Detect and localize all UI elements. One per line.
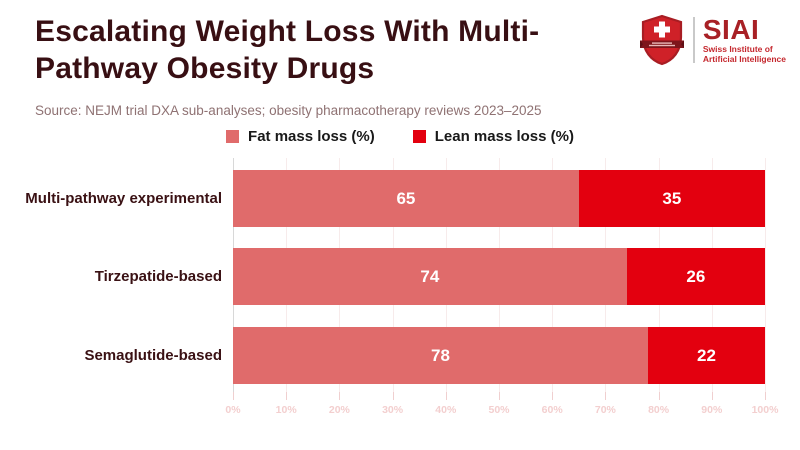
x-axis-tick (605, 392, 607, 400)
lean-mass-segment: 35 (578, 170, 765, 227)
swiss-shield-icon (639, 14, 684, 66)
category-label: Tirzepatide-based (94, 268, 222, 285)
chart-legend: Fat mass loss (%) Lean mass loss (%) (0, 128, 800, 145)
x-axis-tick (711, 392, 713, 400)
x-axis-tick (765, 392, 766, 400)
x-axis-tick-label: 70% (594, 404, 616, 416)
logo-subtitle-line2: Artificial Intelligence (702, 54, 786, 64)
x-axis-tick (339, 392, 341, 400)
x-axis-tick (499, 392, 500, 400)
x-axis-tick-label: 0% (225, 404, 241, 416)
legend-label: Lean mass loss (%) (434, 128, 574, 145)
x-axis-tick (392, 392, 394, 400)
x-axis-tick-label: 80% (648, 404, 670, 416)
fat-mass-segment: 65 (233, 170, 579, 227)
lean-mass-segment: 22 (647, 327, 765, 384)
logo-subtitle-line1: Swiss Institute of (702, 43, 773, 54)
x-gridline (765, 158, 766, 396)
x-axis-tick-label: 40% (435, 404, 457, 416)
x-axis-tick-label: 50% (488, 404, 510, 416)
category-label: Semaglutide-based (84, 347, 222, 364)
stacked-bar-chart: 0% 10% 20% 30% 40% 50% 60% 70% 80% 90% 100% Multi-p… (0, 158, 800, 443)
page-title-line2: Pathway Obesity Drugs (35, 51, 375, 85)
bar-value-label: 78 (431, 345, 450, 365)
bar-value-label: 74 (420, 266, 440, 286)
source-note: Source: NEJM trial DXA sub-analyses; obe… (35, 103, 542, 118)
bar-value-label: 35 (662, 188, 682, 208)
x-axis-tick-label: 10% (275, 404, 297, 416)
x-axis-tick (658, 392, 660, 400)
legend-swatch (412, 130, 426, 143)
bar-row: 65 35 (233, 170, 765, 227)
fat-mass-segment: 78 (233, 327, 648, 384)
x-axis-tick-label: 30% (382, 404, 404, 416)
bar-value-label: 65 (396, 188, 416, 208)
x-axis-tick-label: 100% (751, 404, 779, 416)
logo-text: SIAI Swiss Institute of Artificial Intel… (702, 13, 786, 64)
page-title: Escalating Weight Loss With Multi- Pathwa… (35, 14, 660, 87)
x-axis-tick-label: 60% (541, 404, 563, 416)
bar-value-label: 26 (686, 266, 706, 286)
logo-divider (692, 17, 695, 63)
bar-row: 78 22 (233, 327, 765, 384)
legend-label: Fat mass loss (%) (248, 128, 375, 145)
page-title-line1: Escalating Weight Loss With Multi- (35, 15, 540, 48)
x-axis-tick (445, 392, 447, 400)
x-axis-tick (286, 392, 288, 400)
lean-mass-segment: 26 (626, 248, 765, 305)
x-axis-tick (552, 392, 554, 400)
logo-acronym: SIAI (702, 13, 760, 45)
x-axis-tick-label: 90% (701, 404, 723, 416)
fat-mass-segment: 74 (233, 248, 627, 305)
x-axis-tick (233, 392, 234, 400)
bar-row: 74 26 (233, 248, 765, 305)
siai-logo: SIAI Swiss Institute of Artificial Intel… (639, 14, 786, 66)
legend-item: Lean mass loss (%) (412, 128, 574, 145)
category-label: Multi-pathway experimental (25, 190, 222, 207)
legend-item: Fat mass loss (%) (226, 128, 375, 145)
bar-value-label: 22 (697, 345, 716, 365)
legend-swatch (226, 130, 240, 143)
x-axis-tick-label: 20% (328, 404, 350, 416)
